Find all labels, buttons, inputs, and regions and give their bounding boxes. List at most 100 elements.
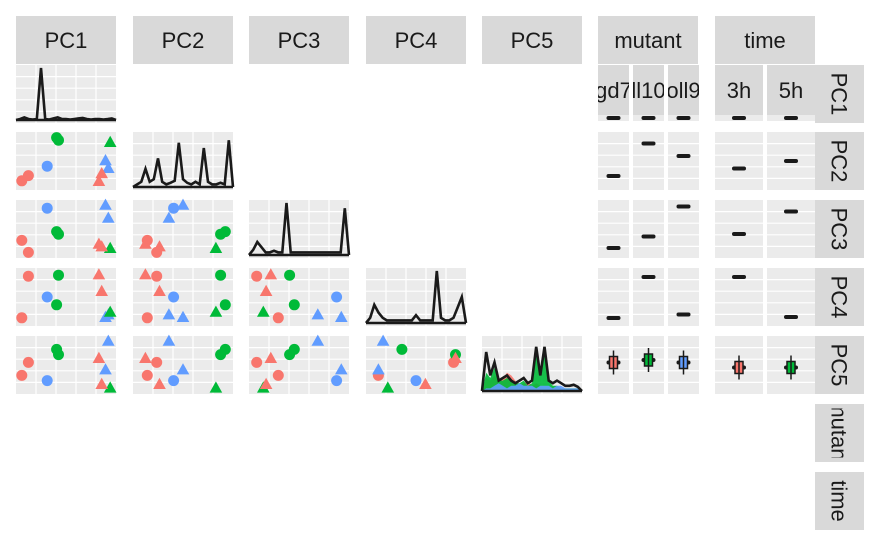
panel-bg (715, 200, 763, 258)
scatter-panel-pc3-pc1 (16, 198, 117, 258)
panel-bg (668, 268, 699, 326)
row-strip-label: mutant (827, 399, 852, 466)
point-1 (22, 170, 34, 182)
mutant-box-panel-pc4-ll10 (633, 268, 664, 326)
point-7 (335, 363, 348, 375)
row-strip-bg (815, 336, 864, 394)
point-7 (176, 310, 190, 322)
point-1 (251, 270, 263, 282)
point-8 (103, 381, 117, 393)
time-box-panel-pc3-3h (715, 200, 763, 258)
panel-bg (133, 132, 233, 190)
panel-bg (633, 200, 664, 258)
point-7 (176, 198, 190, 210)
point-6 (311, 308, 325, 320)
substrip-label-oll9: oll9 (666, 78, 700, 103)
time-box-panel-pc2-5h (767, 132, 815, 190)
column-strip-pc2: PC2 (133, 16, 233, 64)
column-strip-label: time (744, 28, 786, 53)
point-1 (251, 356, 263, 368)
column-strip-bg (366, 16, 466, 64)
point-1 (151, 270, 163, 282)
row-strip-bg (815, 472, 864, 530)
mutant-box-panel-pc2-ll10 (633, 132, 664, 190)
point-3 (331, 375, 343, 387)
row-strip-label: PC5 (827, 344, 852, 387)
mutant-box-panel-pc1-gd7 (598, 115, 629, 121)
point-8 (103, 305, 117, 317)
time-box-panel-pc2-3h (715, 132, 763, 190)
panel-bg (668, 200, 699, 258)
point-5 (92, 268, 106, 280)
density-panel-pc3 (247, 200, 351, 258)
column-strip-bg (482, 16, 582, 64)
point-3 (331, 291, 343, 303)
mutant-box-panel-pc4-oll9 (668, 268, 699, 326)
point-2 (396, 343, 408, 355)
point-6 (102, 211, 115, 223)
panel-bg (715, 132, 763, 190)
mutant-box-panel-pc5-oll9 (668, 336, 699, 394)
mutant-box-panel-pc3-oll9 (668, 200, 699, 258)
column-strip-mutant: mutant (598, 16, 698, 64)
panel-bg (668, 132, 699, 190)
density-area-green (482, 352, 582, 391)
density-line (480, 346, 583, 392)
point-2 (288, 299, 300, 311)
point-0 (272, 369, 284, 381)
point-9 (95, 167, 108, 179)
point-6 (162, 334, 176, 346)
column-strip-bg (598, 16, 698, 64)
point-0 (16, 234, 28, 246)
panel-bg (767, 200, 815, 258)
point-4 (215, 228, 227, 240)
row-strip-bg (815, 132, 864, 190)
point-4 (215, 349, 227, 361)
point-8 (209, 305, 223, 317)
scatter-panel-pc5-pc2 (133, 334, 233, 394)
point-9 (153, 284, 166, 296)
column-strip-bg (133, 16, 233, 64)
point-3 (410, 375, 422, 387)
substrip-bg (598, 65, 629, 115)
point-9 (419, 377, 432, 389)
point-7 (99, 198, 112, 210)
point-3 (41, 375, 53, 387)
point-4 (53, 228, 64, 240)
point-7 (335, 310, 348, 322)
point-7 (99, 363, 112, 375)
column-strip-pc5: PC5 (482, 16, 582, 64)
point-1 (151, 356, 163, 368)
row-strip-pc5: PC5 (815, 336, 864, 394)
row-strip-pc1: PC1 (815, 65, 864, 123)
time-factor-column: 3h 5h (715, 65, 815, 394)
scatter-panel-pc5-pc1 (16, 334, 117, 394)
point-9 (95, 284, 108, 296)
row-strip-pc4: PC4 (815, 268, 864, 326)
point-4 (53, 349, 64, 361)
point-5 (264, 351, 278, 363)
column-strip-bg (249, 16, 349, 64)
scatter-panel-pc5-pc4 (366, 334, 466, 394)
point-9 (95, 377, 108, 389)
time-box-panel-pc4-5h (767, 268, 815, 326)
point-3 (41, 202, 53, 214)
point-5 (139, 351, 152, 363)
scatter-panel-pc2-pc1 (16, 132, 117, 190)
point-6 (162, 308, 176, 320)
point-0 (272, 312, 284, 324)
column-strip-label: PC3 (278, 28, 321, 53)
panel-bg (633, 132, 664, 190)
substrip-bg (668, 65, 699, 115)
point-8 (103, 135, 117, 147)
point-9 (95, 240, 108, 252)
column-strip-label: mutant (614, 28, 681, 53)
point-1 (22, 270, 34, 282)
point-1 (22, 356, 34, 368)
substrip-label-gd7: gd7 (595, 78, 632, 103)
point-6 (376, 334, 390, 346)
substrip-label-ll10: ll10 (631, 78, 665, 103)
point-2 (219, 299, 231, 311)
column-strip-bg (715, 16, 815, 64)
point-6 (162, 211, 176, 223)
